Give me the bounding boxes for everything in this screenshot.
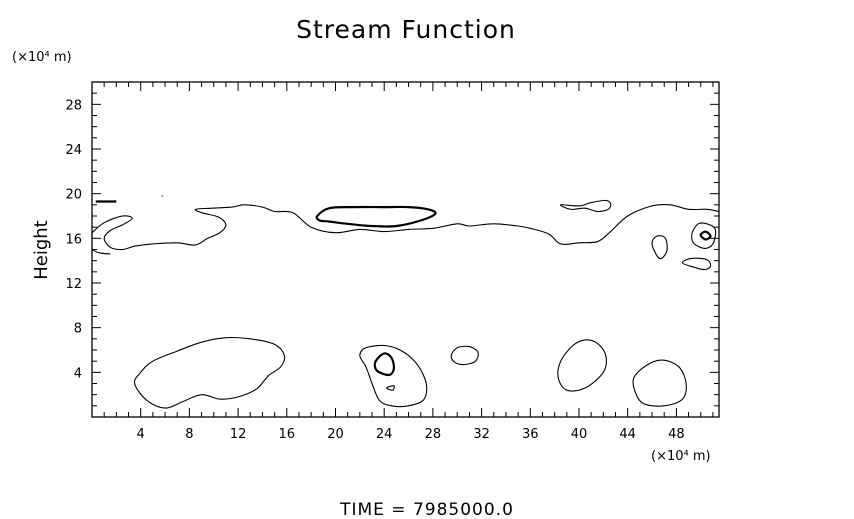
x-axis-unit: (×10⁴ m) (651, 449, 711, 464)
contour-line-5 (373, 352, 396, 377)
x-tick-label: 40 (571, 427, 588, 442)
contour-line-12 (651, 235, 668, 260)
x-tick-label: 8 (185, 427, 193, 442)
x-tick-label: 44 (619, 427, 636, 442)
contour-line-4 (359, 344, 428, 408)
y-tick-label: 12 (65, 277, 82, 292)
contour-line-11 (560, 199, 612, 213)
x-tick-label: 32 (473, 427, 490, 442)
x-tick-label: 16 (279, 427, 296, 442)
y-axis-label: Height (31, 220, 52, 280)
contour-line-15 (681, 257, 712, 271)
y-axis-unit: (×10⁴ m) (12, 50, 72, 65)
contour-line-3 (133, 336, 286, 409)
x-tick-label: 24 (376, 427, 393, 442)
contour-line-8 (557, 339, 607, 392)
x-tick-label: 20 (327, 427, 344, 442)
x-tick-label: 4 (137, 427, 145, 442)
y-tick-label: 8 (74, 322, 82, 337)
y-axis-ticks: 4 8 12 16 20 24 28 (65, 92, 719, 407)
contour-line-10 (315, 205, 437, 228)
x-tick-label: 28 (425, 427, 442, 442)
y-tick-label: 20 (65, 188, 82, 203)
contour-lines (91, 195, 720, 409)
contour-line-9 (632, 359, 687, 407)
y-tick-label: 4 (74, 366, 82, 381)
chart-title: Stream Function (296, 15, 516, 44)
time-label: TIME = 7985000.0 (339, 500, 514, 519)
x-tick-label: 36 (522, 427, 539, 442)
y-tick-label: 16 (65, 232, 82, 247)
contour-line-6 (386, 385, 395, 391)
x-tick-label: 12 (230, 427, 247, 442)
contour-line-7 (450, 345, 479, 366)
x-tick-label: 48 (668, 427, 685, 442)
contour-line-14 (699, 230, 712, 241)
contour-line-1 (91, 203, 720, 251)
y-tick-label: 28 (65, 98, 82, 113)
plot-frame (91, 81, 720, 418)
contour-line-13 (691, 222, 717, 249)
contour-line-2 (91, 249, 111, 255)
y-tick-label: 24 (65, 143, 82, 158)
x-axis-ticks: 4 8 12 16 20 24 28 32 36 40 44 48 (103, 82, 714, 442)
